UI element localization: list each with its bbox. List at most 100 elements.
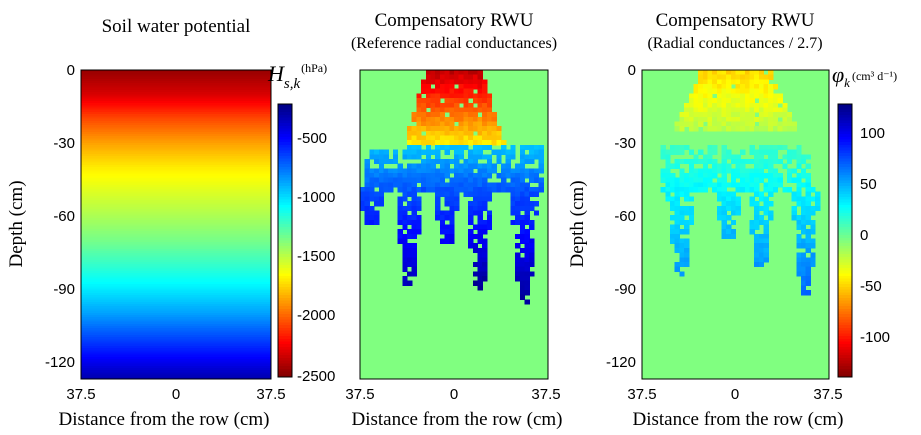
rwu-cell	[674, 163, 680, 169]
rwu-cell	[463, 107, 469, 113]
potential-band	[81, 286, 272, 290]
rwu-cell	[430, 177, 436, 183]
rwu-cell	[477, 285, 483, 291]
rwu-cell	[791, 126, 797, 132]
panel1-ytick-2: -60	[53, 208, 75, 225]
rwu-cell	[758, 149, 765, 155]
colorbar-step	[838, 275, 853, 280]
rwu-cell	[439, 107, 446, 113]
rwu-cell	[505, 158, 511, 165]
rwu-cell	[749, 177, 755, 183]
rwu-cell	[411, 247, 417, 254]
rwu-cell	[402, 187, 408, 193]
colorbar2-unit: (cm³ d⁻¹)	[852, 69, 897, 83]
rwu-cell	[712, 116, 718, 123]
rwu-cell	[796, 224, 802, 230]
rwu-cell	[402, 261, 408, 268]
rwu-cell	[383, 154, 389, 160]
rwu-cell	[435, 182, 441, 188]
rwu-cell	[670, 233, 676, 240]
rwu-cell	[810, 252, 816, 258]
rwu-cell	[411, 112, 417, 118]
colorbar-step	[838, 308, 853, 313]
rwu-cell	[805, 233, 811, 240]
rwu-cell	[388, 168, 394, 174]
rwu-cell	[782, 187, 788, 193]
rwu-cell	[374, 215, 380, 221]
rwu-cell	[805, 196, 811, 202]
rwu-cell	[458, 121, 464, 127]
rwu-cell	[454, 191, 460, 198]
rwu-cell	[411, 116, 417, 123]
rwu-cell	[772, 144, 779, 151]
rwu-cell	[800, 285, 807, 291]
rwu-cell	[369, 149, 375, 155]
rwu-cell	[712, 187, 718, 193]
rwu-cell	[758, 70, 765, 76]
colorbar-step	[838, 194, 853, 198]
colorbar-step	[278, 169, 293, 173]
rwu-cell	[730, 210, 737, 216]
rwu-cell	[444, 233, 450, 240]
rwu-cell	[763, 187, 769, 193]
rwu-cell	[786, 116, 793, 123]
rwu-cell	[463, 163, 469, 169]
rwu-cell	[786, 158, 793, 165]
rwu-cell	[454, 88, 460, 95]
rwu-cell	[679, 144, 685, 151]
colorbar-step	[278, 273, 293, 277]
rwu-cell	[402, 182, 408, 188]
rwu-cell	[744, 187, 751, 193]
rwu-cell	[702, 158, 709, 165]
rwu-cell	[458, 173, 464, 179]
potential-band	[81, 308, 272, 312]
rwu-cell	[458, 177, 464, 183]
rwu-cell	[538, 182, 544, 188]
rwu-cell	[444, 102, 450, 109]
rwu-cell	[407, 140, 413, 146]
rwu-cell	[721, 163, 727, 169]
rwu-cell	[791, 121, 797, 127]
potential-band	[81, 156, 272, 159]
rwu-cell	[805, 201, 811, 207]
colorbar-step	[838, 330, 853, 334]
rwu-cell	[796, 196, 802, 202]
rwu-cell	[749, 173, 755, 179]
rwu-cell	[805, 238, 811, 244]
colorbar2-gradient	[838, 104, 853, 378]
rwu-cell	[454, 98, 460, 104]
colorbar-step	[278, 344, 293, 348]
rwu-cell	[763, 205, 769, 212]
rwu-cell	[486, 163, 493, 169]
potential-band	[81, 266, 272, 270]
rwu-cell	[515, 252, 521, 258]
panel2-xtick-0: 37.5	[345, 386, 374, 403]
rwu-cell	[472, 93, 479, 99]
rwu-cell	[749, 70, 755, 76]
rwu-cell	[777, 182, 783, 188]
rwu-cell	[754, 177, 760, 183]
potential-band	[81, 279, 272, 283]
rwu-cell	[726, 126, 732, 132]
rwu-cell	[416, 187, 422, 193]
rwu-cell	[435, 135, 441, 141]
rwu-cell	[684, 224, 690, 230]
panel3-frame	[641, 69, 830, 380]
rwu-cell	[430, 112, 436, 118]
rwu-cell	[805, 163, 811, 169]
colorbar-step	[278, 265, 293, 269]
potential-band	[81, 83, 272, 87]
rwu-cell	[407, 177, 413, 183]
rwu-cell	[449, 229, 455, 235]
rwu-cell	[463, 70, 469, 76]
rwu-cell	[425, 102, 432, 109]
rwu-cell	[421, 116, 427, 123]
rwu-cell	[519, 154, 526, 160]
colorbar-step	[838, 221, 853, 225]
rwu-cell	[374, 149, 380, 155]
rwu-cell	[684, 144, 690, 151]
rwu-cell	[463, 182, 469, 188]
rwu-cell	[486, 135, 493, 141]
rwu-cell	[472, 205, 479, 212]
colorbar-step	[278, 109, 293, 113]
